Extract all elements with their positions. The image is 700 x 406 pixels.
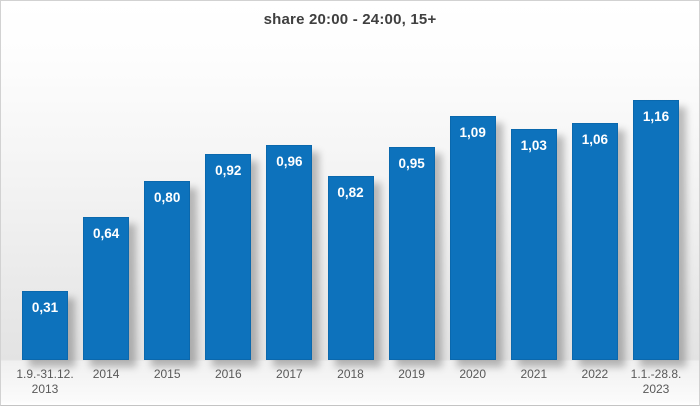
bar-2016: 0,92 <box>205 154 252 360</box>
bar-2020: 1,09 <box>449 116 496 360</box>
bar-value-label: 0,92 <box>215 163 242 178</box>
x-axis-label: 2021 <box>496 367 572 382</box>
bar-2017: 0,96 <box>266 145 313 360</box>
bar-value-label: 1,09 <box>459 125 486 140</box>
x-axis-label: 2016 <box>190 367 266 382</box>
bar-value-label: 1,16 <box>642 109 670 124</box>
x-axis-label-line: 2020 <box>459 367 487 381</box>
bar-value-label: 1,03 <box>520 138 547 153</box>
x-axis-label: 2019 <box>374 367 450 382</box>
x-axis-label: 2015 <box>129 367 205 382</box>
chart-title: share 20:00 - 24:00, 15+ <box>263 11 437 28</box>
x-axis-label-line: 2017 <box>276 367 303 381</box>
bar-2019: 0,95 <box>388 147 435 360</box>
bar-2014: 0,64 <box>83 217 130 360</box>
x-axis-label: 2017 <box>251 367 327 382</box>
x-axis-label-line: 2018 <box>337 367 364 381</box>
bar-value-label: 0,64 <box>92 226 120 241</box>
x-axis-label-line: 2019 <box>398 367 425 381</box>
bar-value-label: 1,06 <box>581 132 609 147</box>
x-axis-label: 2020 <box>435 367 511 382</box>
x-axis-label-line: 2022 <box>581 367 609 381</box>
x-axis-label-line: 1.9.-31.12. <box>16 367 74 381</box>
bar-2015: 0,80 <box>144 181 191 360</box>
x-axis-label-line: 1.1.-28.8. <box>630 367 682 381</box>
bar-2021: 1,03 <box>510 129 557 360</box>
x-axis-label-line: 2023 <box>642 382 670 396</box>
bar-value-label: 0,31 <box>31 300 59 315</box>
x-axis-label: 2014 <box>68 367 144 382</box>
bar-1.9.-31.12.-2013: 0,31 <box>22 291 68 360</box>
bar-value-label: 0,96 <box>276 154 303 169</box>
bar-value-label: 0,82 <box>337 185 364 200</box>
x-axis-label-line: 2015 <box>153 367 181 381</box>
bar-2018: 0,82 <box>327 176 374 360</box>
x-axis-label-line: 2021 <box>520 367 548 381</box>
bar-value-label: 0,95 <box>398 156 425 171</box>
bar-1.1.-28.8.-2023: 1,16 <box>633 100 679 360</box>
x-axis-label-line: 2016 <box>214 367 242 381</box>
bar-2022: 1,06 <box>571 123 618 360</box>
x-axis-label-line: 2013 <box>31 382 59 396</box>
x-axis-label: 1.9.-31.12. 2013 <box>7 367 83 397</box>
x-axis-label-line: 2014 <box>92 367 120 381</box>
x-axis-label: 1.1.-28.8. 2023 <box>618 367 694 397</box>
x-axis-label: 2022 <box>557 367 633 382</box>
bar-value-label: 0,80 <box>154 190 181 205</box>
x-axis-label: 2018 <box>313 367 389 382</box>
